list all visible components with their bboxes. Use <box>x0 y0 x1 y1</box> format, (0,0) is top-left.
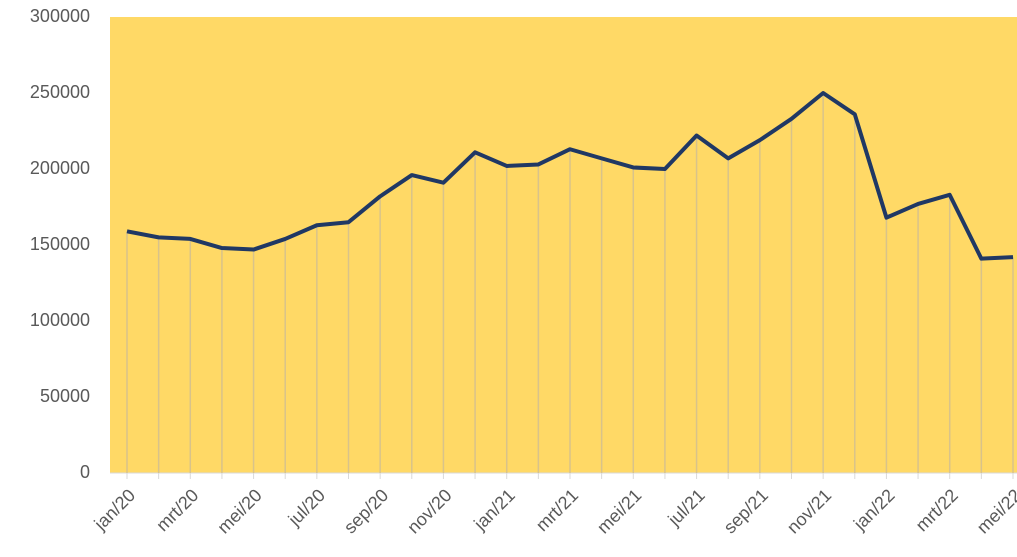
x-tick-label: jul/20 <box>284 485 329 530</box>
y-tick-label: 100000 <box>30 310 90 330</box>
x-tick-label: mrt/20 <box>152 485 202 535</box>
x-tick-label: jan/21 <box>469 485 519 535</box>
y-tick-label: 150000 <box>30 234 90 254</box>
x-tick-label: mrt/22 <box>912 485 962 535</box>
x-tick-label: nov/21 <box>783 485 835 537</box>
plot-area <box>110 17 1017 473</box>
x-tick-label: jan/22 <box>849 485 899 535</box>
x-tick-label: sep/21 <box>720 485 772 537</box>
x-tick-label: mrt/21 <box>532 485 582 535</box>
line-series <box>126 91 1014 261</box>
x-tick-label: mei/22 <box>973 485 1017 537</box>
y-tick-label: 0 <box>80 462 90 482</box>
x-tick-label: mei/21 <box>593 485 645 537</box>
y-tick-label: 50000 <box>40 386 90 406</box>
x-tick-label: jan/20 <box>90 485 140 535</box>
y-tick-label: 200000 <box>30 158 90 178</box>
y-tick-label: 300000 <box>30 6 90 26</box>
x-tick-label: nov/20 <box>403 485 455 537</box>
x-tick-label: sep/20 <box>340 485 392 537</box>
x-tick-label: jul/21 <box>663 485 708 530</box>
y-tick-label: 250000 <box>30 82 90 102</box>
x-tick-label: mei/20 <box>213 485 265 537</box>
